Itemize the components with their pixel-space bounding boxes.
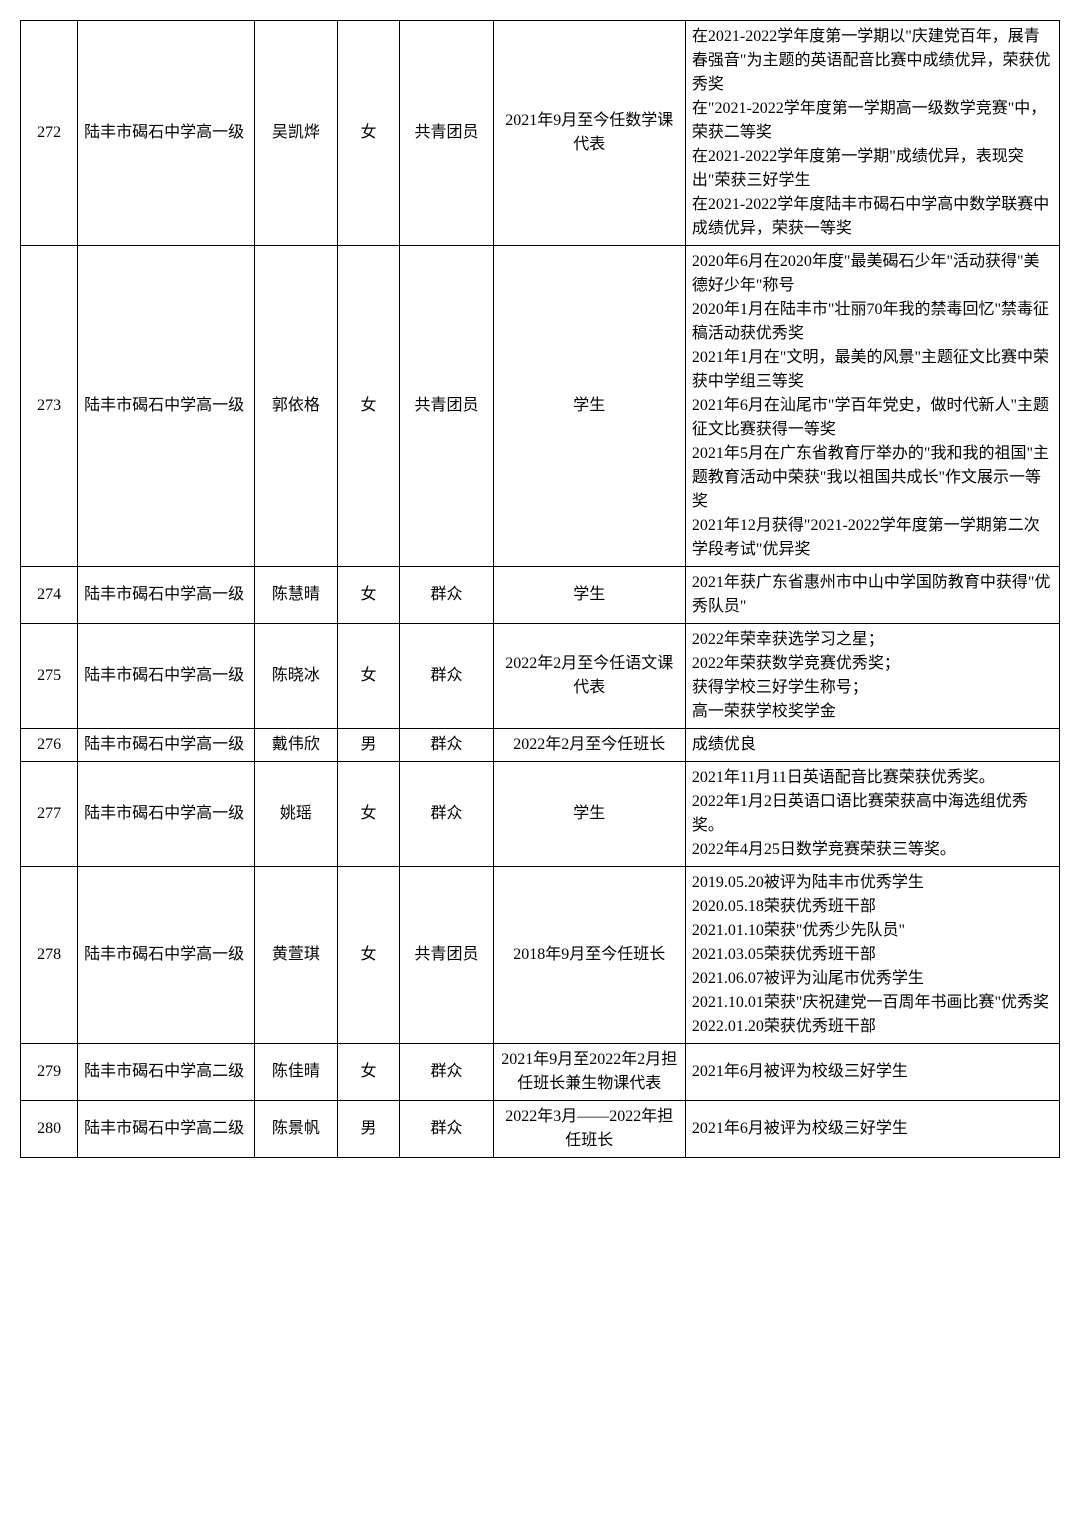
cell-index: 274: [21, 567, 78, 624]
cell-gender: 女: [337, 624, 399, 729]
cell-index: 273: [21, 246, 78, 567]
cell-gender: 男: [337, 729, 399, 762]
cell-name: 黄萱琪: [254, 867, 337, 1044]
cell-awards: 2020年6月在2020年度"最美碣石少年"活动获得"美德好少年"称号 2020…: [685, 246, 1059, 567]
cell-index: 275: [21, 624, 78, 729]
cell-awards: 成绩优良: [685, 729, 1059, 762]
table-row: 275陆丰市碣石中学高一级陈晓冰女群众2022年2月至今任语文课代表2022年荣…: [21, 624, 1060, 729]
cell-school: 陆丰市碣石中学高一级: [78, 729, 255, 762]
cell-awards: 2021年获广东省惠州市中山中学国防教育中获得"优秀队员": [685, 567, 1059, 624]
cell-awards: 2021年6月被评为校级三好学生: [685, 1101, 1059, 1158]
cell-gender: 女: [337, 21, 399, 246]
cell-role: 2022年3月——2022年担任班长: [493, 1101, 685, 1158]
table-row: 278陆丰市碣石中学高一级黄萱琪女共青团员2018年9月至今任班长2019.05…: [21, 867, 1060, 1044]
cell-index: 272: [21, 21, 78, 246]
cell-awards: 在2021-2022学年度第一学期以"庆建党百年，展青春强音"为主题的英语配音比…: [685, 21, 1059, 246]
cell-name: 戴伟欣: [254, 729, 337, 762]
table-row: 273陆丰市碣石中学高一级郭依格女共青团员学生2020年6月在2020年度"最美…: [21, 246, 1060, 567]
cell-awards: 2021年6月被评为校级三好学生: [685, 1044, 1059, 1101]
cell-affiliation: 群众: [400, 624, 494, 729]
table-row: 274陆丰市碣石中学高一级陈慧晴女群众学生2021年获广东省惠州市中山中学国防教…: [21, 567, 1060, 624]
cell-school: 陆丰市碣石中学高一级: [78, 624, 255, 729]
cell-gender: 女: [337, 1044, 399, 1101]
cell-role: 2022年2月至今任班长: [493, 729, 685, 762]
table-row: 276陆丰市碣石中学高一级戴伟欣男群众2022年2月至今任班长成绩优良: [21, 729, 1060, 762]
cell-name: 陈慧晴: [254, 567, 337, 624]
cell-affiliation: 群众: [400, 567, 494, 624]
cell-name: 陈景帆: [254, 1101, 337, 1158]
cell-gender: 女: [337, 246, 399, 567]
cell-role: 2018年9月至今任班长: [493, 867, 685, 1044]
table-row: 272陆丰市碣石中学高一级吴凯烨女共青团员2021年9月至今任数学课代表在202…: [21, 21, 1060, 246]
cell-name: 姚瑶: [254, 762, 337, 867]
table-row: 279陆丰市碣石中学高二级陈佳晴女群众2021年9月至2022年2月担任班长兼生…: [21, 1044, 1060, 1101]
cell-gender: 女: [337, 567, 399, 624]
cell-school: 陆丰市碣石中学高一级: [78, 762, 255, 867]
cell-awards: 2019.05.20被评为陆丰市优秀学生 2020.05.18荣获优秀班干部 2…: [685, 867, 1059, 1044]
cell-role: 学生: [493, 762, 685, 867]
cell-name: 吴凯烨: [254, 21, 337, 246]
cell-affiliation: 群众: [400, 762, 494, 867]
cell-affiliation: 共青团员: [400, 246, 494, 567]
cell-role: 学生: [493, 246, 685, 567]
cell-school: 陆丰市碣石中学高二级: [78, 1044, 255, 1101]
cell-index: 277: [21, 762, 78, 867]
cell-affiliation: 共青团员: [400, 21, 494, 246]
cell-school: 陆丰市碣石中学高二级: [78, 1101, 255, 1158]
cell-gender: 男: [337, 1101, 399, 1158]
cell-name: 陈佳晴: [254, 1044, 337, 1101]
cell-affiliation: 群众: [400, 729, 494, 762]
cell-gender: 女: [337, 867, 399, 1044]
cell-role: 2021年9月至今任数学课代表: [493, 21, 685, 246]
cell-school: 陆丰市碣石中学高一级: [78, 567, 255, 624]
table-row: 280陆丰市碣石中学高二级陈景帆男群众2022年3月——2022年担任班长202…: [21, 1101, 1060, 1158]
cell-school: 陆丰市碣石中学高一级: [78, 246, 255, 567]
cell-awards: 2022年荣幸获选学习之星； 2022年荣获数学竞赛优秀奖； 获得学校三好学生称…: [685, 624, 1059, 729]
cell-index: 278: [21, 867, 78, 1044]
cell-index: 279: [21, 1044, 78, 1101]
cell-index: 276: [21, 729, 78, 762]
cell-index: 280: [21, 1101, 78, 1158]
cell-role: 2021年9月至2022年2月担任班长兼生物课代表: [493, 1044, 685, 1101]
cell-name: 郭依格: [254, 246, 337, 567]
cell-affiliation: 群众: [400, 1044, 494, 1101]
student-table: 272陆丰市碣石中学高一级吴凯烨女共青团员2021年9月至今任数学课代表在202…: [20, 20, 1060, 1158]
cell-role: 学生: [493, 567, 685, 624]
cell-school: 陆丰市碣石中学高一级: [78, 21, 255, 246]
cell-school: 陆丰市碣石中学高一级: [78, 867, 255, 1044]
cell-affiliation: 共青团员: [400, 867, 494, 1044]
cell-gender: 女: [337, 762, 399, 867]
cell-name: 陈晓冰: [254, 624, 337, 729]
cell-role: 2022年2月至今任语文课代表: [493, 624, 685, 729]
cell-affiliation: 群众: [400, 1101, 494, 1158]
cell-awards: 2021年11月11日英语配音比赛荣获优秀奖。 2022年1月2日英语口语比赛荣…: [685, 762, 1059, 867]
table-row: 277陆丰市碣石中学高一级姚瑶女群众学生2021年11月11日英语配音比赛荣获优…: [21, 762, 1060, 867]
table-body: 272陆丰市碣石中学高一级吴凯烨女共青团员2021年9月至今任数学课代表在202…: [21, 21, 1060, 1158]
